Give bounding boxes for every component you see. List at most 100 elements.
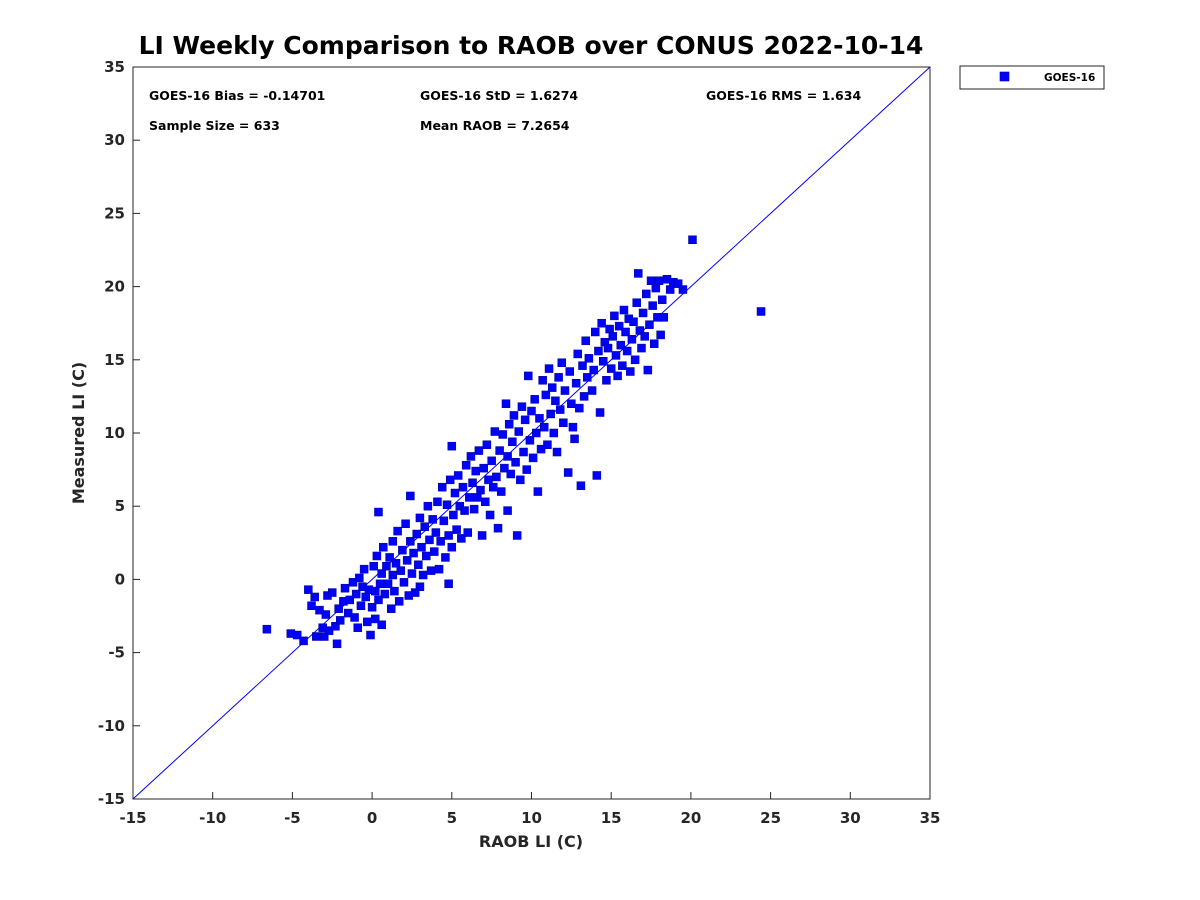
data-point (334, 604, 343, 613)
data-point (320, 632, 329, 641)
data-point (532, 428, 541, 438)
data-point (351, 589, 361, 599)
data-point (455, 501, 465, 511)
data-point (371, 586, 380, 596)
data-point (501, 399, 511, 408)
mean-raob-stat: Mean RAOB = 7.2654 (420, 118, 570, 133)
data-point (493, 523, 503, 533)
data-point (587, 386, 597, 395)
data-point (565, 367, 575, 376)
data-point (621, 327, 630, 337)
legend-box (959, 65, 1105, 90)
data-point (331, 621, 340, 631)
data-point (463, 528, 472, 537)
data-point (439, 516, 449, 526)
data-point (498, 430, 508, 439)
data-point (597, 318, 606, 328)
data-point (614, 321, 624, 331)
data-point (469, 504, 479, 514)
data-point (441, 553, 450, 562)
x-tick-label: 10 (521, 809, 542, 827)
y-axis-label: Measured LI (C) (69, 362, 88, 504)
data-point (544, 364, 554, 373)
data-point (622, 346, 632, 356)
data-point (487, 456, 496, 466)
data-point (436, 537, 445, 546)
data-point (557, 358, 567, 367)
y-tick-label: 0 (115, 570, 125, 588)
data-point (430, 547, 439, 556)
data-point (356, 601, 366, 611)
data-point (442, 500, 452, 509)
y-tick-label: -10 (98, 717, 125, 735)
data-point (519, 447, 528, 457)
data-point (431, 528, 441, 537)
data-point (651, 283, 661, 293)
data-point (307, 601, 316, 611)
data-point (630, 355, 640, 365)
data-point (407, 569, 417, 578)
data-point (304, 585, 313, 594)
data-point (496, 487, 506, 496)
data-point (688, 235, 697, 245)
data-point (426, 566, 436, 575)
data-point (657, 295, 667, 305)
data-point (578, 361, 587, 370)
y-tick-label: 20 (104, 278, 125, 296)
data-point (372, 551, 382, 561)
data-point (433, 497, 442, 507)
data-point (388, 537, 398, 546)
y-tick-label: 25 (104, 204, 125, 222)
data-point (406, 491, 415, 501)
data-point (450, 488, 460, 498)
y-tick-label: -5 (108, 644, 125, 662)
data-point (629, 317, 638, 326)
data-point (390, 586, 399, 596)
data-point (363, 617, 372, 627)
data-point (603, 343, 613, 353)
data-point (398, 545, 407, 555)
data-point (551, 396, 560, 406)
data-point (665, 285, 675, 294)
data-point (570, 434, 579, 444)
data-point (465, 493, 474, 502)
data-point (549, 428, 559, 438)
data-point (540, 422, 549, 432)
data-point (538, 376, 547, 385)
data-point (418, 570, 428, 580)
data-point (417, 542, 426, 552)
data-point (559, 418, 568, 428)
data-point (490, 427, 500, 436)
y-tick-label: 35 (104, 58, 125, 76)
data-point (508, 437, 517, 447)
data-point (563, 468, 573, 477)
data-point (568, 422, 578, 432)
data-point (756, 307, 766, 316)
data-point (476, 485, 485, 495)
data-point (579, 392, 589, 401)
data-point (321, 610, 331, 619)
data-point (602, 376, 611, 385)
data-point (393, 526, 402, 536)
data-point (262, 624, 272, 634)
data-point (412, 529, 421, 539)
y-tick-label: 15 (104, 351, 125, 369)
y-tick-label: 10 (104, 424, 125, 442)
data-point (616, 340, 626, 350)
data-point (310, 592, 319, 602)
data-point (328, 588, 337, 597)
data-point (554, 373, 563, 382)
data-point (420, 522, 429, 531)
data-point (525, 436, 535, 445)
data-point (484, 475, 493, 485)
data-point (506, 469, 516, 479)
data-point (560, 386, 570, 395)
data-point (353, 623, 363, 632)
y-axis-ticks: -15 -10 -5 0 5 10 15 20 25 30 35 (98, 58, 140, 808)
legend-marker (999, 71, 1010, 82)
data-point (471, 466, 480, 476)
data-point (452, 525, 461, 534)
data-point (374, 507, 383, 517)
x-tick-label: 0 (367, 809, 377, 827)
